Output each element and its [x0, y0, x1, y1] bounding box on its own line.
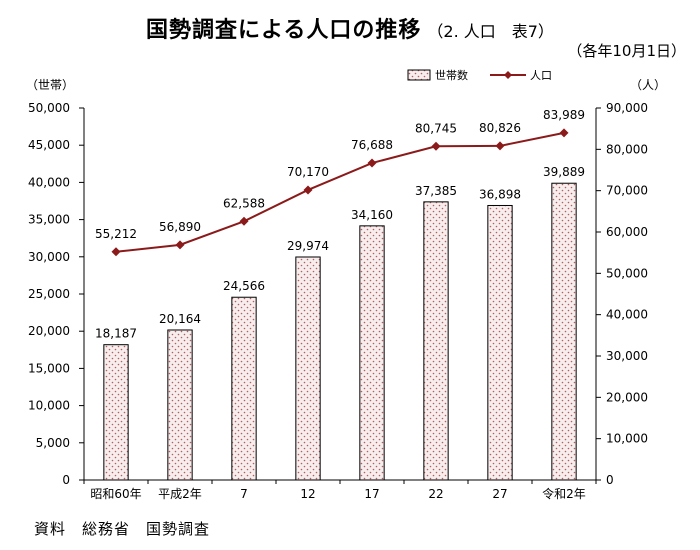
left-tick-label: 15,000	[28, 361, 70, 375]
line-point-marker	[367, 158, 377, 168]
bar	[359, 225, 385, 481]
bar	[103, 344, 129, 481]
bar-value-label: 18,187	[95, 327, 137, 341]
left-tick-label: 45,000	[28, 138, 70, 152]
line-value-label: 80,745	[415, 121, 457, 135]
left-tick-label: 10,000	[28, 399, 70, 413]
right-axis-unit: （人）	[630, 78, 667, 92]
right-tick-label: 0	[606, 473, 614, 487]
right-tick-label: 20,000	[606, 390, 648, 404]
right-tick-label: 70,000	[606, 184, 648, 198]
line-value-label: 83,989	[543, 108, 585, 122]
line-point-marker	[495, 141, 505, 151]
bar-value-label: 36,898	[479, 187, 521, 201]
line-value-label: 80,826	[479, 121, 521, 135]
right-tick-label: 10,000	[606, 432, 648, 446]
bar-value-label: 24,566	[223, 279, 265, 293]
left-tick-label: 20,000	[28, 324, 70, 338]
bar-value-label: 34,160	[351, 208, 393, 222]
x-tick-label: 12	[300, 487, 315, 501]
line-group: 55,212 56,890 62,588 70,170 76,688 80,745 80,8…	[95, 108, 585, 257]
left-axis-unit: （世帯）	[26, 78, 75, 92]
x-tick-label: 昭和60年	[90, 487, 141, 501]
left-tick-label: 35,000	[28, 213, 70, 227]
line-value-label: 76,688	[351, 138, 393, 152]
bar-value-label: 29,974	[287, 239, 329, 253]
legend-bar-swatch	[407, 69, 431, 81]
source-note: 資料 総務省 国勢調査	[34, 520, 211, 538]
right-tick-label: 60,000	[606, 225, 648, 239]
date-note: （各年10月1日）	[567, 42, 686, 60]
bar	[231, 296, 257, 481]
legend-bar-label: 世帯数	[435, 69, 468, 82]
bar	[423, 201, 449, 481]
left-tick-label: 25,000	[28, 287, 70, 301]
line-point-marker	[431, 141, 441, 151]
line-point-marker	[303, 185, 313, 195]
bar	[295, 256, 321, 481]
line-point-marker	[175, 240, 185, 250]
x-tick-label: 7	[240, 487, 248, 501]
population-line	[115, 131, 565, 253]
bar	[551, 182, 577, 481]
bars-group: 18,187 20,164 24,566 29,974 34,160 37,385 36,8…	[95, 165, 585, 481]
line-value-label: 70,170	[287, 165, 329, 179]
chart-subtitle: （2. 人口 表7）	[427, 22, 554, 41]
x-tick-label: 17	[364, 487, 379, 501]
chart-title: 国勢調査による人口の推移	[146, 18, 422, 43]
bar-value-label: 37,385	[415, 184, 457, 198]
left-tick-label: 0	[62, 473, 70, 487]
bar-value-label: 39,889	[543, 165, 585, 179]
legend-group: 世帯数 人口	[407, 69, 552, 82]
line-point-marker	[111, 247, 121, 257]
chart-title-block: 国勢調査による人口の推移 （2. 人口 表7）	[0, 12, 700, 44]
left-tick-label: 5,000	[36, 436, 70, 450]
line-value-label: 55,212	[95, 227, 137, 241]
bar	[167, 329, 193, 481]
line-point-marker	[559, 128, 569, 138]
x-tick-label: 平成2年	[158, 487, 202, 501]
right-tick-label: 30,000	[606, 349, 648, 363]
x-tick-label: 27	[492, 487, 507, 501]
right-tick-label: 50,000	[606, 266, 648, 280]
left-tick-label: 30,000	[28, 250, 70, 264]
line-value-label: 56,890	[159, 220, 201, 234]
right-tick-label: 80,000	[606, 142, 648, 156]
legend-line-label: 人口	[530, 69, 552, 82]
bar	[487, 204, 513, 481]
right-tick-label: 40,000	[606, 308, 648, 322]
left-tick-label: 50,000	[28, 101, 70, 115]
legend-line-marker	[504, 71, 512, 79]
right-tick-label: 90,000	[606, 101, 648, 115]
line-value-label: 62,588	[223, 196, 265, 210]
line-point-marker	[239, 216, 249, 226]
x-tick-label: 22	[428, 487, 443, 501]
left-tick-label: 40,000	[28, 175, 70, 189]
x-tick-label: 令和2年	[542, 486, 586, 501]
bar-value-label: 20,164	[159, 312, 201, 326]
